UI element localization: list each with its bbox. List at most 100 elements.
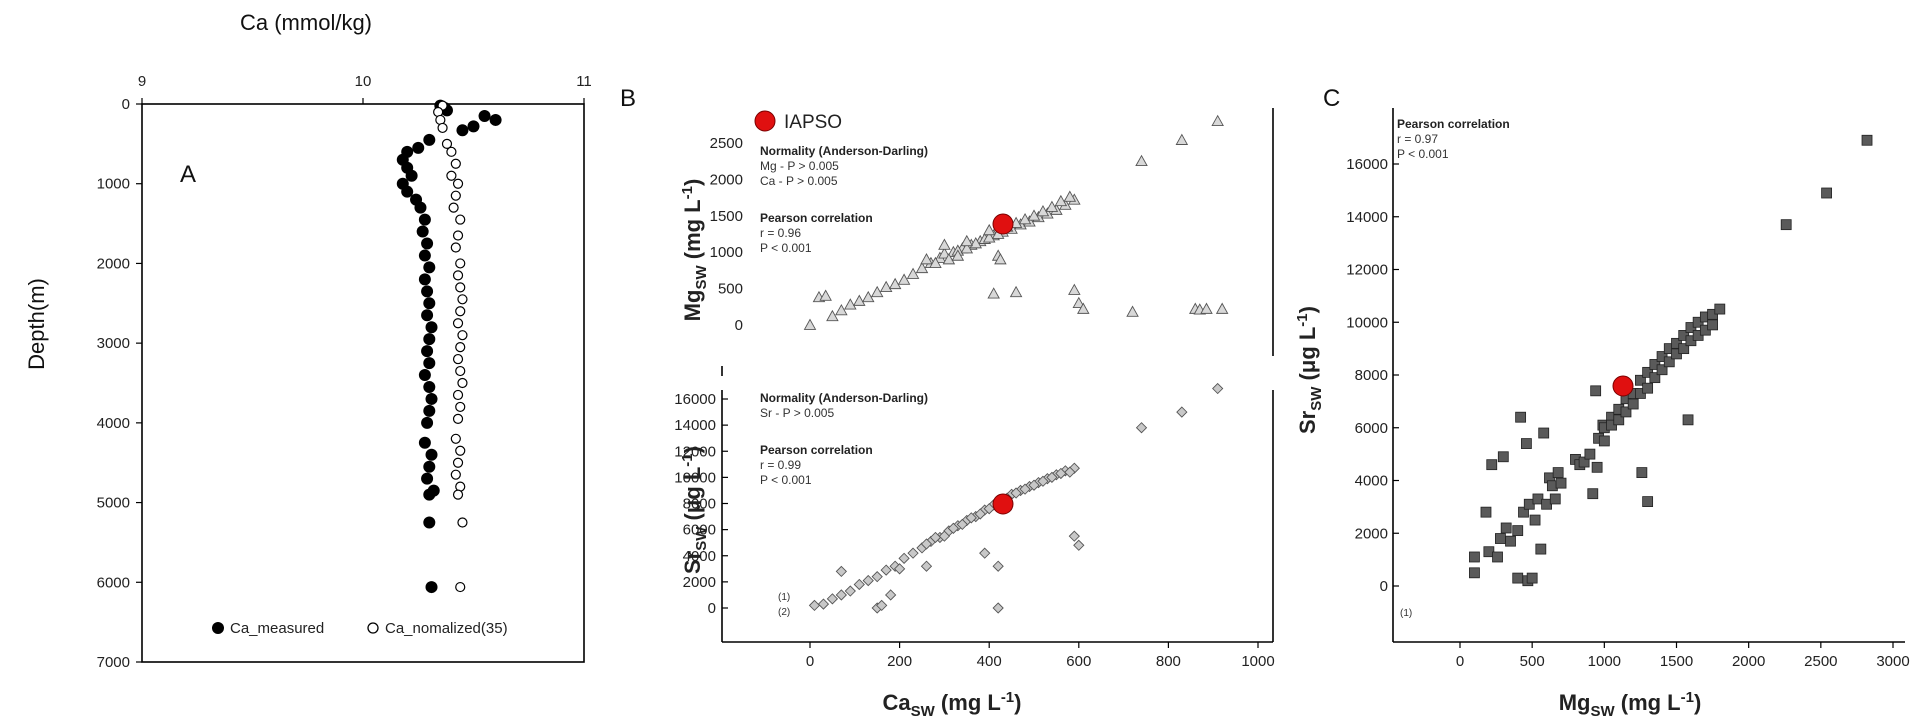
panel-a-y-axis-label: Depth(m)	[24, 278, 49, 370]
b-top-point	[1135, 154, 1148, 167]
b-bottom-point	[1028, 479, 1040, 491]
b-bottom-point	[1135, 422, 1148, 434]
a-measured-point	[425, 392, 438, 405]
b-bottom-point	[1055, 467, 1067, 480]
b-bottom-point	[992, 602, 1004, 614]
c-point	[1480, 506, 1492, 518]
panel-a-points	[396, 99, 502, 594]
b-top-ytick-label: 1500	[710, 208, 743, 225]
a-measured-point	[418, 436, 431, 449]
b-bottom-point	[835, 565, 847, 578]
a-normalized-point	[452, 457, 464, 468]
a-normalized-point	[455, 258, 466, 269]
b-bottom-point	[1073, 539, 1085, 551]
a-measured-point	[421, 309, 434, 322]
panel-c-ticks: 0 500 1000 1500 2000 2500 3000 0 2000 4000 6000 800…	[1346, 156, 1909, 670]
b-top-point	[920, 253, 933, 265]
a-measured-point	[423, 488, 436, 501]
a-measured-point	[412, 141, 425, 154]
b-top-point	[1200, 302, 1213, 314]
c-x-axis-label: MgSW (mg L-1)	[1559, 689, 1702, 720]
a-normalized-point	[441, 138, 453, 149]
b-bottom-y-axis-label: SrSW (μg L-1)	[679, 446, 710, 574]
b-note-2: (2)	[778, 607, 790, 618]
a-measured-point	[418, 213, 431, 226]
c-point	[1649, 372, 1661, 384]
b-bottom-point	[808, 599, 821, 612]
panel-a: Ca (mmol/kg) Depth(m) A 9 10 11 0 1000 2000 30…	[24, 10, 592, 671]
b-xtick-label: 1000	[1241, 653, 1274, 670]
a-normalized-point	[452, 318, 464, 329]
a-normalized-point	[452, 413, 464, 424]
a-measured-point	[423, 380, 436, 393]
c-point	[1642, 496, 1654, 508]
c-point	[1512, 525, 1524, 537]
b-x-axis-label: CaSW (mg L-1)	[883, 689, 1022, 720]
a-measured-point	[425, 448, 438, 461]
b-top-point	[1063, 190, 1077, 202]
a-measured-point	[423, 133, 436, 146]
c-point	[1500, 522, 1512, 534]
b-xtick-label: 200	[887, 653, 912, 670]
c-ytick-label: 8000	[1355, 367, 1388, 384]
legend-measured-label: Ca_measured	[230, 620, 324, 637]
b-top-point	[803, 318, 817, 330]
b-bottom-ytick-label: 10000	[674, 469, 716, 486]
c-point	[1591, 461, 1603, 473]
b-bottom-point	[983, 503, 995, 515]
b-bottom-point	[826, 593, 839, 605]
a-measured-point	[478, 109, 491, 122]
b-bottom-ytick-label: 6000	[683, 522, 716, 539]
panel-a-frame	[141, 103, 585, 663]
c-ytick-label: 10000	[1346, 314, 1388, 331]
a-normalized-point	[446, 170, 457, 181]
a-ytick-label: 5000	[97, 495, 130, 512]
b-bottom-point	[1037, 475, 1049, 487]
panel-b: B IAPSO Normality (Anderson-Darling) Mg …	[620, 85, 1275, 720]
a-normalized-point	[455, 581, 466, 593]
b-top-pearson-title: Pearson correlation	[760, 211, 873, 225]
b-top-y-axis-label: MgSW (mg L-1)	[679, 179, 710, 322]
b-top-ytick-label: 0	[735, 317, 743, 334]
a-ytick-label: 0	[122, 96, 130, 113]
b-top-ytick-label: 2500	[710, 135, 743, 152]
c-point	[1497, 451, 1509, 463]
c-point	[1584, 448, 1596, 460]
a-normalized-point	[448, 202, 459, 213]
a-xtick-label: 9	[138, 73, 146, 90]
a-ytick-label: 7000	[97, 654, 130, 671]
c-xtick-label: 1500	[1660, 653, 1693, 670]
c-point	[1512, 572, 1524, 584]
c-point	[1620, 406, 1632, 418]
a-measured-point	[425, 321, 438, 334]
a-measured-point	[421, 237, 434, 250]
c-point	[1505, 535, 1516, 547]
iapso-point-mg-ca	[992, 213, 1014, 235]
a-measured-point	[405, 169, 418, 182]
a-normalized-point	[455, 342, 466, 353]
b-bottom-point	[1046, 471, 1058, 484]
c-point	[1549, 493, 1561, 505]
a-measured-point	[467, 120, 480, 133]
b-bottom-point	[1212, 382, 1224, 395]
c-point	[1821, 187, 1833, 199]
b-top-point	[1211, 114, 1224, 127]
c-point	[1627, 398, 1639, 410]
b-bottom-ytick-label: 14000	[674, 417, 716, 434]
a-xtick-label: 11	[576, 73, 592, 90]
c-point	[1526, 572, 1538, 584]
b-top-point	[938, 247, 951, 259]
a-measured-point	[418, 273, 431, 286]
c-point	[1714, 303, 1726, 315]
legend-measured-marker	[212, 622, 224, 634]
b-bottom-point	[920, 560, 933, 572]
b-top-point	[1045, 200, 1059, 212]
b-bottom-point	[871, 571, 883, 583]
b-bottom-point	[907, 547, 919, 559]
panel-b-ticks: 0 200 400 600 800 100005001000150020002500020…	[674, 135, 1274, 670]
c-ytick-label: 6000	[1355, 420, 1388, 437]
b-top-point	[897, 273, 911, 285]
b-top-point	[870, 285, 884, 298]
b-top-point	[994, 253, 1007, 265]
a-normalized-point	[457, 294, 468, 305]
